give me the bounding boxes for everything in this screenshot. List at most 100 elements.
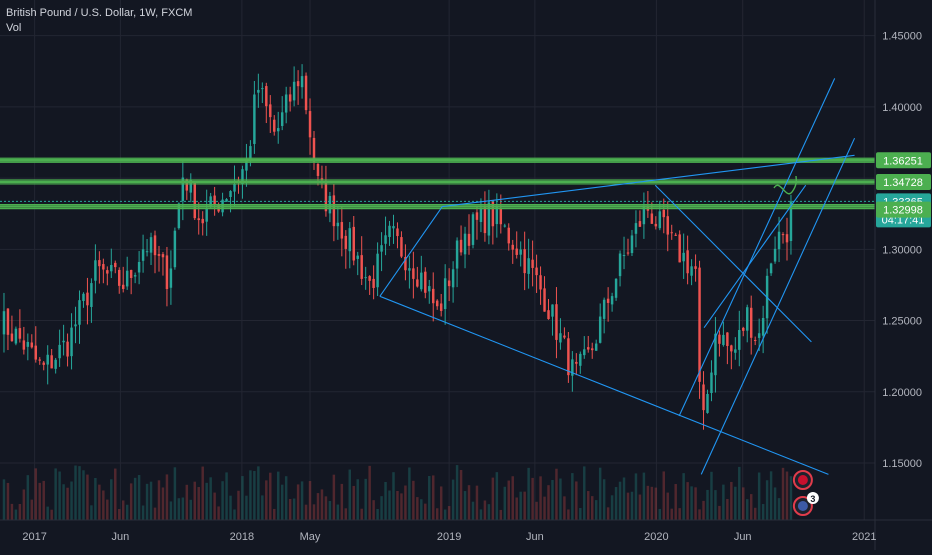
candle-body[interactable] [662,209,666,218]
candle-body[interactable] [706,393,709,413]
candle-body[interactable] [412,268,415,279]
candle-body[interactable] [316,163,320,176]
candle-body[interactable] [82,293,85,301]
candle-body[interactable] [769,263,773,274]
candle-body[interactable] [698,267,701,382]
candle-body[interactable] [129,269,133,278]
candle-body[interactable] [694,266,697,269]
candle-body[interactable] [58,344,61,359]
candle-body[interactable] [622,255,626,257]
candle-body[interactable] [400,237,403,257]
candle-body[interactable] [404,256,407,271]
candle-body[interactable] [10,333,14,342]
candle-body[interactable] [392,226,395,229]
candle-body[interactable] [785,234,789,243]
candle-body[interactable] [284,94,288,113]
candle-body[interactable] [149,237,153,253]
candle-body[interactable] [229,191,232,198]
candle-body[interactable] [340,222,344,239]
candle-body[interactable] [344,235,348,249]
candle-body[interactable] [304,75,308,111]
candle-body[interactable] [245,161,248,171]
candle-body[interactable] [157,254,161,256]
candle-body[interactable] [201,218,204,224]
candle-body[interactable] [734,349,737,353]
candle-body[interactable] [372,278,375,288]
candle-body[interactable] [308,111,312,138]
candle-body[interactable] [2,311,6,335]
candle-body[interactable] [209,196,212,208]
candle-body[interactable] [690,266,693,276]
candle-body[interactable] [678,234,681,263]
level-tag-1-bg[interactable] [876,152,931,169]
candle-body[interactable] [602,299,606,319]
candle-body[interactable] [575,361,578,364]
candle-body[interactable] [638,221,642,227]
candle-body[interactable] [626,252,630,254]
candle-body[interactable] [551,304,554,317]
candle-body[interactable] [432,288,435,304]
candle-body[interactable] [193,182,196,219]
candle-body[interactable] [145,251,149,253]
candle-body[interactable] [730,345,733,352]
candle-body[interactable] [360,255,363,279]
candle-body[interactable] [499,207,503,225]
candle-body[interactable] [519,249,522,255]
candle-body[interactable] [50,355,53,369]
candle-body[interactable] [336,222,340,227]
candle-body[interactable] [137,261,141,273]
candle-body[interactable] [424,271,427,293]
candle-body[interactable] [451,269,455,288]
candle-body[interactable] [249,146,252,162]
candle-body[interactable] [757,333,761,338]
candle-body[interactable] [324,182,328,212]
candle-body[interactable] [388,225,391,238]
candle-body[interactable] [583,349,586,356]
candle-body[interactable] [598,316,602,343]
candle-body[interactable] [789,201,793,241]
candle-body[interactable] [634,223,638,234]
candle-body[interactable] [714,333,717,376]
candle-body[interactable] [650,213,654,224]
trendline[interactable] [442,154,855,208]
candle-body[interactable] [280,112,284,126]
candle-body[interactable] [380,245,383,252]
candle-body[interactable] [420,272,423,290]
candle-body[interactable] [22,340,26,350]
candle-body[interactable] [265,86,268,107]
candle-body[interactable] [686,250,689,274]
candle-body[interactable] [352,226,355,261]
symbol-title[interactable]: British Pound / U.S. Dollar, 1W, FXCM [6,7,193,19]
candle-body[interactable] [722,334,725,346]
candle-body[interactable] [579,353,582,366]
candle-body[interactable] [702,384,705,411]
candle-body[interactable] [571,359,574,376]
candle-body[interactable] [189,179,193,193]
candle-body[interactable] [658,211,662,229]
candle-body[interactable] [666,216,669,235]
candle-body[interactable] [356,255,359,259]
candle-body[interactable] [753,339,757,341]
candle-body[interactable] [98,260,101,267]
volume-indicator-label[interactable]: Vol [6,22,22,34]
candle-body[interactable] [511,244,514,250]
candle-body[interactable] [6,308,10,335]
candle-body[interactable] [257,89,260,93]
candle-body[interactable] [46,354,49,365]
candle-body[interactable] [773,248,777,262]
candle-body[interactable] [125,270,129,287]
candle-body[interactable] [515,248,518,255]
level-tag-3-bg[interactable] [876,201,931,218]
candle-body[interactable] [292,81,296,101]
candle-body[interactable] [495,206,499,225]
candle-body[interactable] [555,304,558,340]
candle-body[interactable] [114,262,117,268]
candle-body[interactable] [543,288,546,312]
candle-body[interactable] [539,275,542,290]
candle-body[interactable] [610,296,614,305]
candle-body[interactable] [674,234,677,236]
candle-body[interactable] [447,280,451,287]
candle-body[interactable] [606,298,610,303]
candle-body[interactable] [269,104,272,118]
